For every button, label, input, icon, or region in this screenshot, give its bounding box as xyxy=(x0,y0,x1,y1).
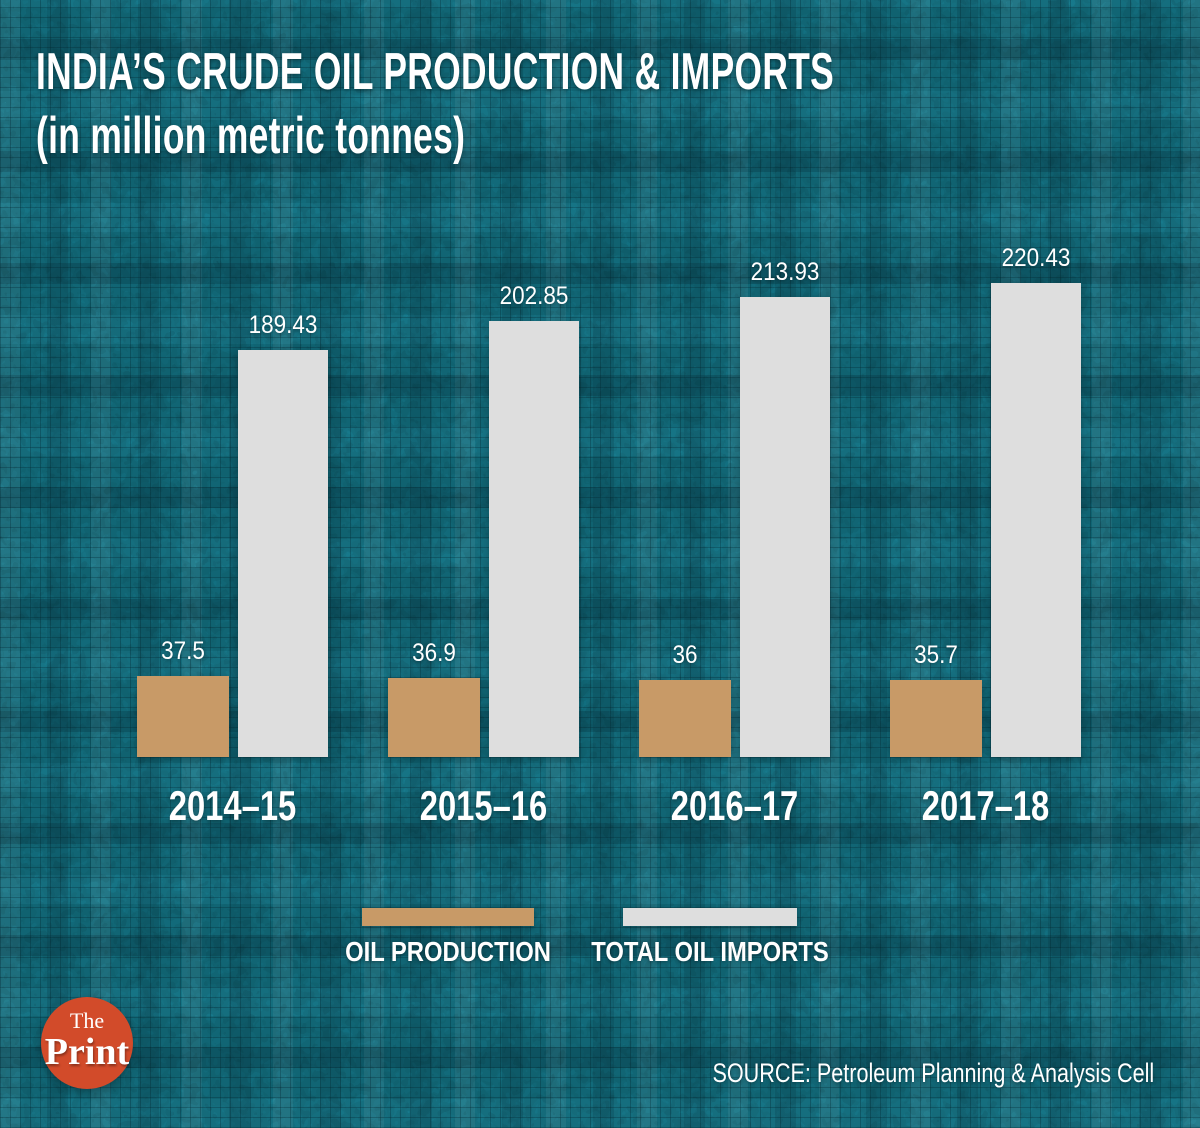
chart-title: INDIA’S CRUDE OIL PRODUCTION & IMPORTS xyxy=(36,43,835,101)
imports-value-label: 189.43 xyxy=(248,311,318,339)
imports-value-label: 202.85 xyxy=(499,282,569,310)
production-bar xyxy=(137,676,229,757)
oil-production-legend-label: OIL PRODUCTION xyxy=(345,936,551,967)
category-label: 2016–17 xyxy=(670,782,799,829)
production-value-label: 35.7 xyxy=(914,641,958,669)
logo-text-print: Print xyxy=(44,1031,130,1073)
theprint-logo: The Print xyxy=(41,997,133,1089)
imports-bar xyxy=(740,297,830,757)
imports-bar xyxy=(489,321,579,757)
production-bar xyxy=(388,678,480,757)
logo-text-the: The xyxy=(69,1008,105,1033)
production-value-label: 36 xyxy=(672,641,698,669)
imports-bar xyxy=(238,350,328,757)
chart-header: INDIA’S CRUDE OIL PRODUCTION & IMPORTS (… xyxy=(36,40,1200,168)
category-label: 2015–16 xyxy=(419,782,548,829)
imports-value-label: 220.43 xyxy=(1001,244,1071,272)
imports-bar xyxy=(991,283,1081,757)
total-oil-imports-swatch xyxy=(623,908,797,926)
imports-value-label: 213.93 xyxy=(750,258,820,286)
production-bar xyxy=(639,680,731,757)
category-label: 2017–18 xyxy=(921,782,1050,829)
production-value-label: 36.9 xyxy=(412,639,456,667)
total-oil-imports-legend-label: TOTAL OIL IMPORTS xyxy=(591,936,829,967)
production-bar xyxy=(890,680,982,757)
category-label: 2014–15 xyxy=(168,782,297,829)
legend-item-total-oil-imports: TOTAL OIL IMPORTS xyxy=(591,908,829,967)
legend-item-oil-production: OIL PRODUCTION xyxy=(345,908,551,967)
oil-production-swatch xyxy=(362,908,534,926)
chart-subtitle: (in million metric tonnes) xyxy=(36,107,466,165)
production-value-label: 37.5 xyxy=(161,637,205,665)
source-attribution: SOURCE: Petroleum Planning & Analysis Ce… xyxy=(712,1058,1154,1088)
